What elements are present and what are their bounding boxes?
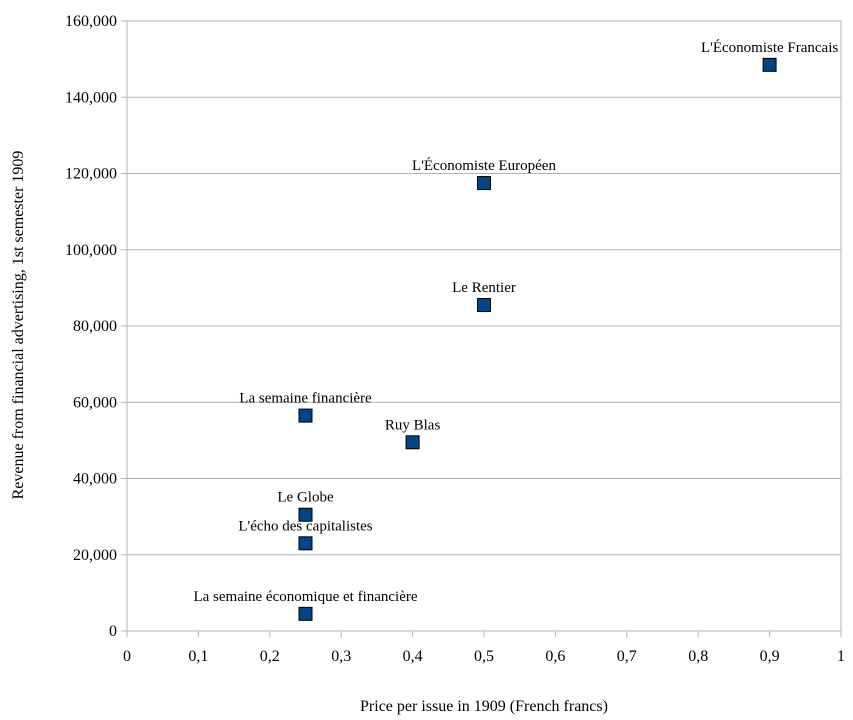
y-tick-label: 120,000 <box>65 166 117 183</box>
point-label: L'Économiste Européen <box>412 157 556 174</box>
y-tick-label: 140,000 <box>65 89 117 106</box>
data-point <box>477 176 491 191</box>
tick-labels: 0 20,000 40,000 60,000 80,000 100,000 120,000 1… <box>65 13 845 665</box>
point-label: Le Rentier <box>452 280 516 296</box>
point-labels: L'Économiste Francais L'Économiste Europé… <box>193 39 838 605</box>
x-tick-label: 0,7 <box>617 648 637 665</box>
data-point <box>298 606 313 621</box>
x-tick-label: 0,8 <box>688 648 708 665</box>
data-point <box>762 57 777 72</box>
point-label: L'écho des capitalistes <box>238 518 372 534</box>
x-axis-title: Price per issue in 1909 (French francs) <box>360 698 608 715</box>
x-tick-label: 0,6 <box>545 648 565 665</box>
plot-frame <box>126 20 842 632</box>
y-tick-label: 60,000 <box>73 394 117 411</box>
point-label: L'Économiste Francais <box>701 39 838 56</box>
x-tick-label: 0,1 <box>188 648 208 665</box>
point-label: Le Globe <box>277 490 334 506</box>
data-point <box>477 298 491 313</box>
data-point <box>298 408 313 423</box>
x-tick-label: 0,3 <box>331 648 351 665</box>
point-label: La semaine financière <box>239 391 372 407</box>
y-axis-title: Revenue from financial advertising, 1st … <box>10 151 27 500</box>
x-tick-label: 0 <box>123 648 131 665</box>
point-label: La semaine économique et financière <box>193 589 417 605</box>
x-tick-label: 0,4 <box>403 648 423 665</box>
data-points <box>298 57 777 621</box>
x-tick-label: 0,9 <box>760 648 780 665</box>
grid-lines <box>127 20 841 556</box>
x-tick-label: 0,5 <box>474 648 494 665</box>
y-tick-label: 80,000 <box>73 318 117 335</box>
y-tick-label: 40,000 <box>73 471 117 488</box>
data-point <box>298 536 313 551</box>
y-tick-label: 20,000 <box>73 547 117 564</box>
data-point <box>298 507 313 522</box>
data-point <box>405 435 420 450</box>
x-tick-label: 1 <box>837 648 845 665</box>
y-tick-label: 0 <box>109 623 117 640</box>
point-label: Ruy Blas <box>385 417 441 433</box>
axes <box>121 20 842 637</box>
x-tick-label: 0,2 <box>260 648 280 665</box>
y-tick-label: 160,000 <box>65 13 117 30</box>
y-tick-label: 100,000 <box>65 242 117 259</box>
